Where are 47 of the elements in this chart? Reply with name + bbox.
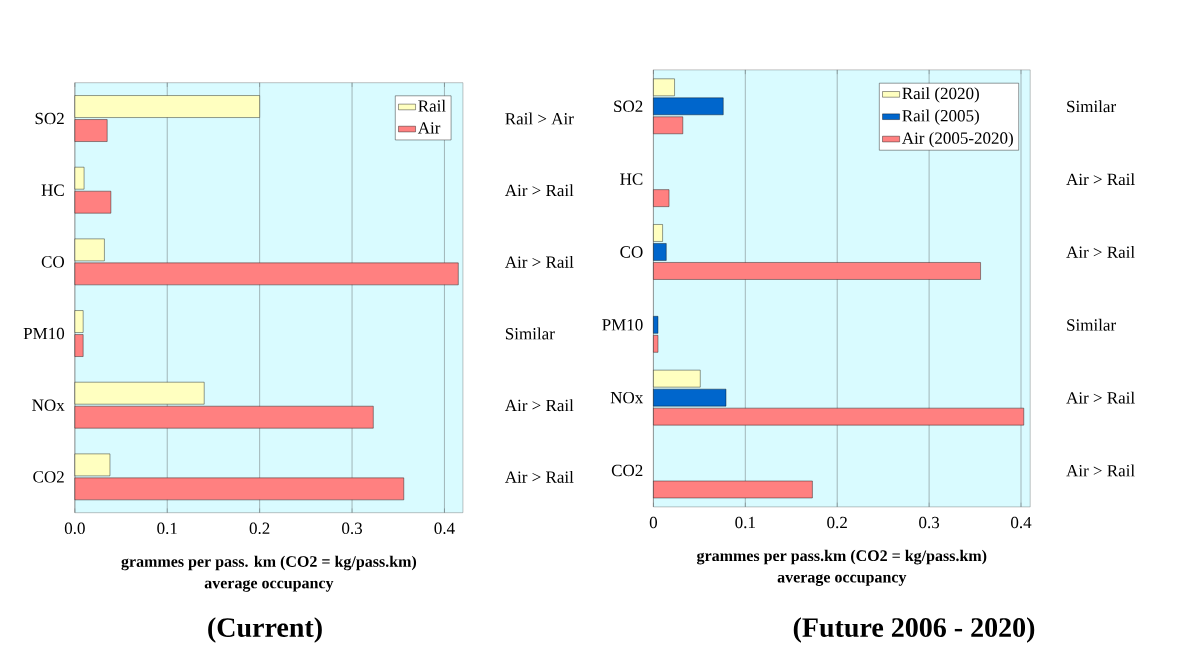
y-tick-label: SO2 [614, 100, 643, 113]
y-tick-label: CO2 [611, 464, 643, 477]
bar [653, 189, 670, 207]
text: Similar [1067, 100, 1116, 113]
x-tick-label: 0.1 [157, 522, 177, 535]
y-tick-label: CO [620, 246, 643, 258]
legend-label: Rail (2005) [902, 109, 979, 125]
x-tick-label: 0.4 [1011, 516, 1032, 529]
text: Air > Rail [1066, 245, 1135, 258]
y-tick-label: PM10 [23, 327, 65, 340]
text: (Future 2006 - 2020) [793, 617, 1035, 643]
y-tick-label: SO2 [35, 112, 64, 125]
y-tick-label: NOx [32, 399, 65, 411]
y-tick-label: PM10 [602, 319, 643, 331]
x-tick-label: 0.1 [735, 516, 755, 529]
text: Rail > Air [505, 112, 574, 125]
x-tick-label: 0.2 [249, 522, 270, 535]
text: Air > Rail [504, 184, 574, 197]
x-tick-label: 0.0 [64, 522, 85, 535]
y-tick-label: HC [41, 184, 64, 196]
x-tick-label: 0 [649, 516, 658, 529]
text: Air > Rail [504, 399, 574, 412]
text: Similar [1067, 318, 1116, 331]
y-tick-label: CO2 [33, 471, 64, 483]
text: average occupancy [777, 574, 907, 586]
text: (Current) [208, 617, 322, 643]
legend-label: Rail (2020) [902, 87, 979, 103]
x-tick-label: 0.3 [342, 522, 363, 535]
x-tick-label: 0.2 [827, 516, 847, 529]
text: Air > Rail [504, 470, 574, 483]
text: Air > Rail [1066, 464, 1135, 477]
text: Air > Rail [1066, 391, 1135, 404]
legend-label: Air (2005-2020) [901, 131, 1013, 148]
text: Air > Rail [1066, 173, 1135, 186]
y-tick-label: NOx [610, 391, 644, 404]
x-tick-label: 0.4 [434, 522, 455, 535]
x-axis-title: grammes per pass. km (CO2 = kg/pass.km) [121, 555, 417, 571]
bar [653, 480, 813, 499]
legend-label: Rail [418, 99, 446, 112]
x-axis-title: grammes per pass.km (CO2 = kg/pass.km) [697, 549, 987, 565]
legend-label: Air [417, 122, 441, 134]
text: Similar [505, 327, 555, 340]
text: Air > Rail [504, 255, 574, 268]
y-tick-label: HC [620, 173, 643, 185]
y-tick-label: CO [41, 256, 65, 268]
text: average occupancy [204, 580, 334, 592]
x-tick-label: 0.3 [919, 516, 940, 529]
